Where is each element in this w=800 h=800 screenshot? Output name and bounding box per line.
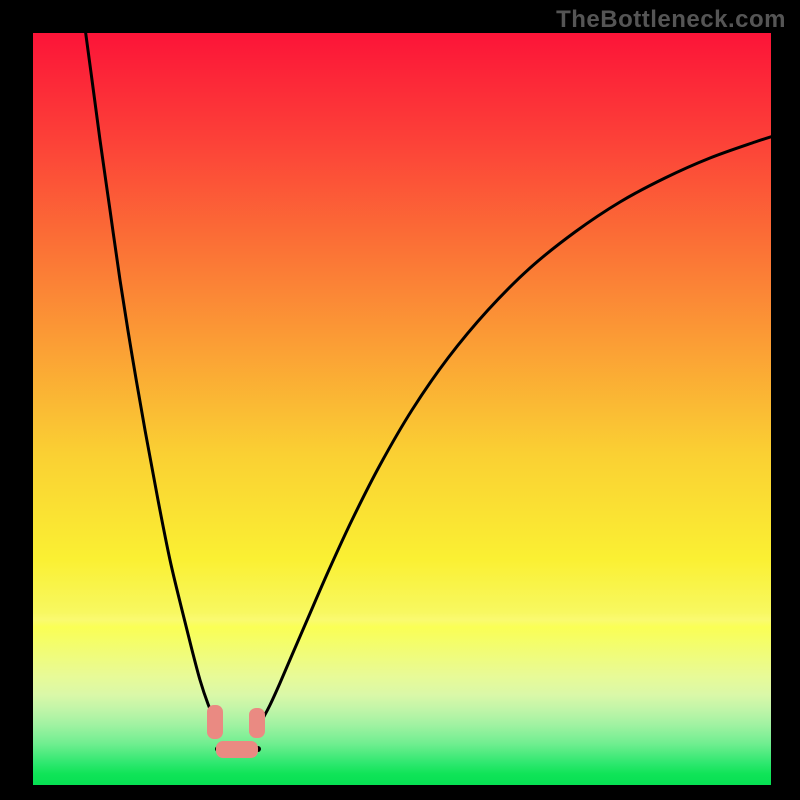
marker-0: [207, 705, 223, 739]
watermark-text: TheBottleneck.com: [556, 6, 786, 34]
plot-background: [33, 33, 771, 785]
marker-2: [216, 741, 258, 758]
marker-1: [249, 708, 265, 738]
chart-container: TheBottleneck.com: [0, 0, 800, 800]
chart-svg: [0, 0, 800, 800]
